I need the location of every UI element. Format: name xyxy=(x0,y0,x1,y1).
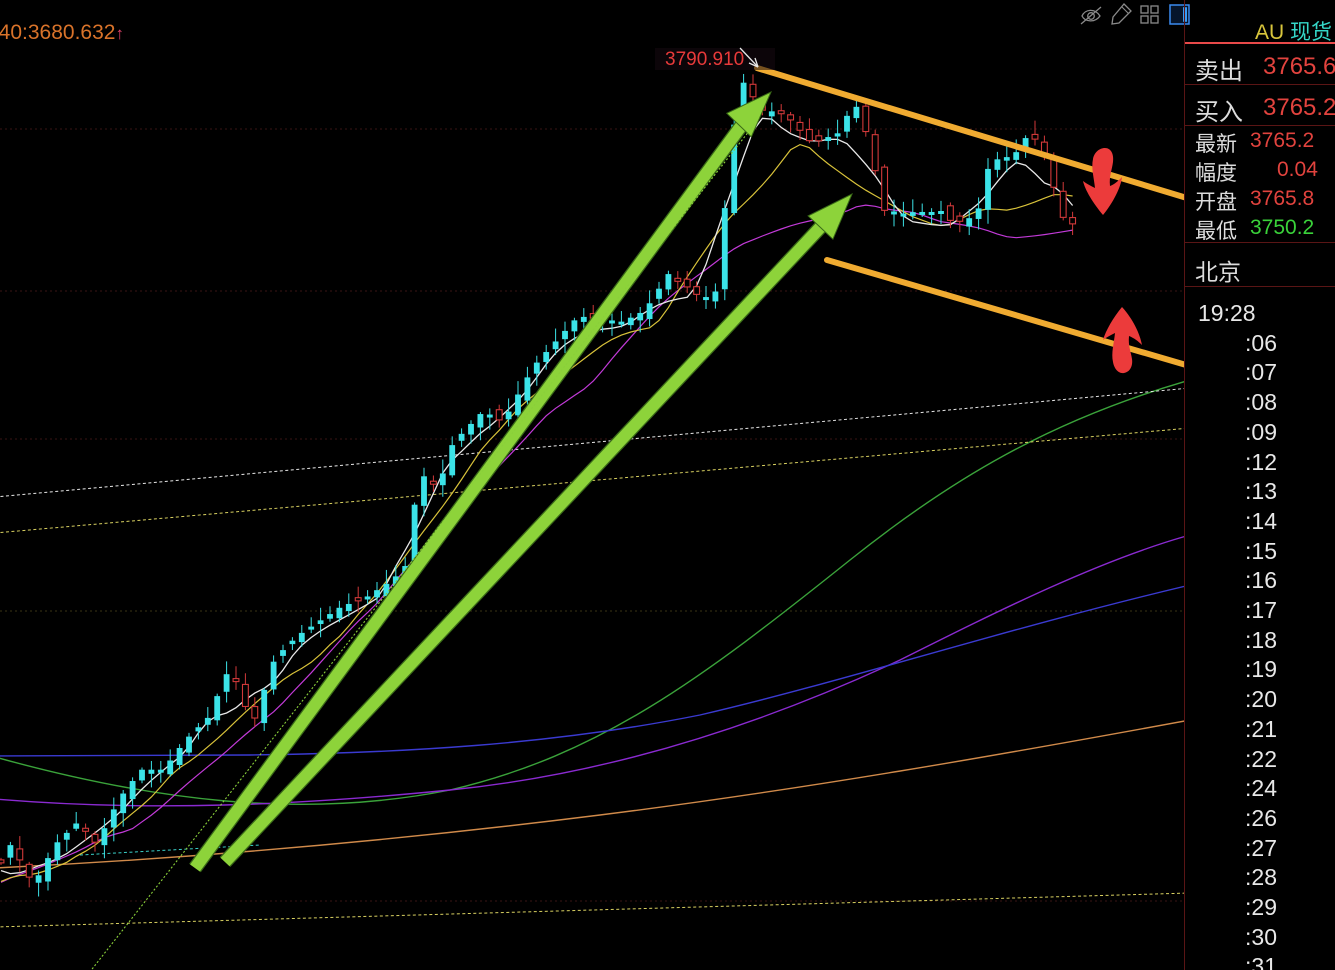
svg-text:3790.910: 3790.910 xyxy=(665,49,744,70)
